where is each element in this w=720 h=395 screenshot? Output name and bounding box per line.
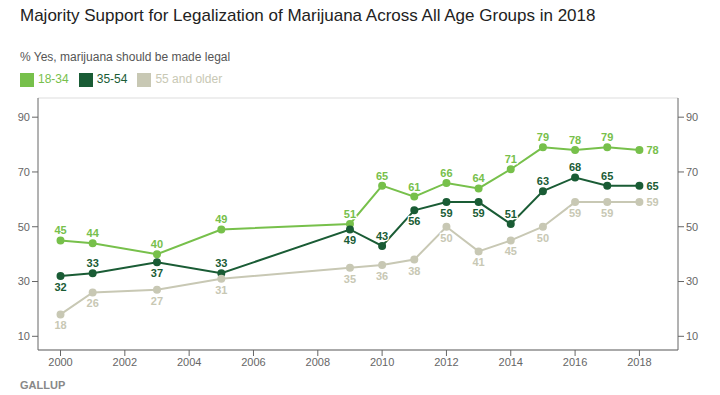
svg-text:45: 45: [505, 245, 517, 257]
svg-text:65: 65: [376, 170, 388, 182]
svg-text:2010: 2010: [370, 356, 394, 368]
svg-text:33: 33: [215, 257, 227, 269]
svg-text:2016: 2016: [563, 356, 587, 368]
svg-text:50: 50: [537, 232, 549, 244]
svg-text:30: 30: [686, 275, 698, 287]
svg-text:63: 63: [537, 175, 549, 187]
svg-text:59: 59: [601, 207, 613, 219]
svg-text:71: 71: [505, 153, 517, 165]
svg-text:32: 32: [54, 281, 66, 293]
svg-text:78: 78: [569, 134, 581, 146]
html-text:35-54: 35-54: [96, 72, 128, 86]
svg-text:33: 33: [87, 257, 99, 269]
html-text:% Yes, marijuana should be mad: % Yes, marijuana should be made legal: [20, 50, 231, 64]
svg-text:66: 66: [440, 167, 452, 179]
svg-text:26: 26: [87, 297, 99, 309]
svg-text:90: 90: [18, 111, 30, 123]
svg-text:61: 61: [408, 181, 420, 193]
svg-text:51: 51: [344, 208, 356, 220]
svg-text:59: 59: [440, 207, 452, 219]
svg-text:70: 70: [18, 166, 30, 178]
svg-text:50: 50: [686, 221, 698, 233]
svg-text:68: 68: [569, 161, 581, 173]
svg-text:2008: 2008: [306, 356, 330, 368]
svg-text:59: 59: [472, 207, 484, 219]
svg-text:10: 10: [18, 330, 30, 342]
svg-text:49: 49: [215, 213, 227, 225]
svg-text:65: 65: [601, 170, 613, 182]
svg-text:2012: 2012: [434, 356, 458, 368]
svg-text:2014: 2014: [499, 356, 523, 368]
svg-text:2004: 2004: [177, 356, 201, 368]
svg-text:40: 40: [151, 238, 163, 250]
svg-text:50: 50: [440, 232, 452, 244]
svg-text:41: 41: [472, 256, 484, 268]
svg-text:2018: 2018: [627, 356, 651, 368]
svg-text:44: 44: [87, 227, 100, 239]
html-text:GALLUP: GALLUP: [20, 379, 66, 391]
svg-text:45: 45: [54, 224, 66, 236]
svg-text:56: 56: [408, 215, 420, 227]
svg-text:43: 43: [376, 230, 388, 242]
svg-text:36: 36: [376, 270, 388, 282]
svg-text:59: 59: [569, 207, 581, 219]
svg-text:79: 79: [601, 131, 613, 143]
svg-text:2002: 2002: [113, 356, 137, 368]
svg-text:2006: 2006: [241, 356, 265, 368]
svg-text:37: 37: [151, 267, 163, 279]
svg-text:49: 49: [344, 234, 356, 246]
svg-text:59: 59: [646, 196, 658, 208]
svg-text:30: 30: [18, 275, 30, 287]
svg-text:35: 35: [344, 273, 356, 285]
svg-text:65: 65: [646, 180, 658, 192]
html-text:Majority Support for Legalizat: Majority Support for Legalization of Mar…: [20, 6, 596, 25]
html-text:55 and older: 55 and older: [155, 72, 223, 86]
svg-text:70: 70: [686, 166, 698, 178]
svg-text:50: 50: [18, 221, 30, 233]
svg-text:31: 31: [215, 284, 227, 296]
svg-text:64: 64: [472, 172, 485, 184]
svg-text:38: 38: [408, 265, 420, 277]
svg-text:90: 90: [686, 111, 698, 123]
svg-text:79: 79: [537, 131, 549, 143]
svg-text:10: 10: [686, 330, 698, 342]
svg-text:27: 27: [151, 295, 163, 307]
svg-text:18: 18: [54, 319, 66, 331]
svg-text:51: 51: [505, 208, 517, 220]
svg-text:2000: 2000: [48, 356, 72, 368]
html-text:18-34: 18-34: [38, 72, 69, 86]
svg-text:78: 78: [646, 144, 658, 156]
